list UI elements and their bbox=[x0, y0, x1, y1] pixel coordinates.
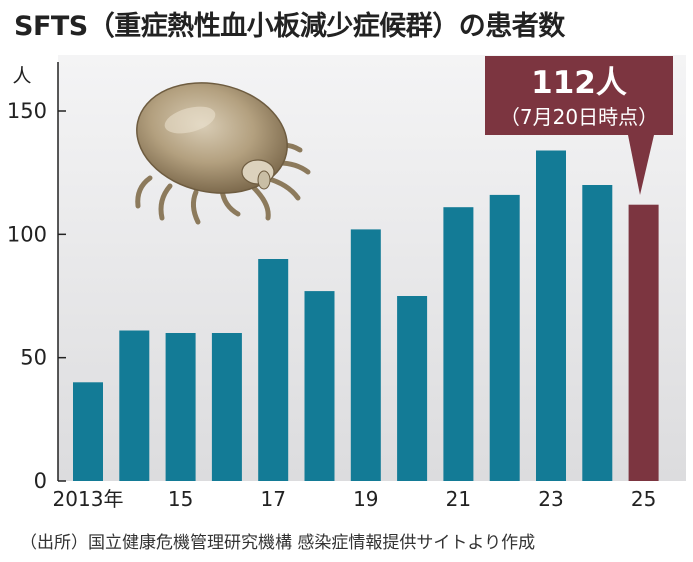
latest-value-callout: 112人 （7月20日時点） bbox=[485, 56, 673, 195]
x-tick-label: 25 bbox=[631, 487, 656, 511]
callout-note: （7月20日時点） bbox=[500, 105, 658, 129]
y-tick-label: 100 bbox=[7, 222, 47, 246]
chart-title: SFTS（重症熱性血小板減少症候群）の患者数 bbox=[14, 11, 565, 42]
x-tick-label: 2013年 bbox=[53, 487, 124, 511]
bar-2015 bbox=[165, 333, 196, 481]
bar-2021 bbox=[443, 207, 474, 481]
bar-2014 bbox=[119, 330, 150, 481]
bar-2022 bbox=[489, 194, 520, 481]
bar-2016 bbox=[211, 333, 242, 481]
y-axis-unit: 人 bbox=[12, 65, 31, 87]
x-tick-label: 15 bbox=[168, 487, 193, 511]
bar-2023 bbox=[536, 150, 566, 481]
source-note: （出所）国立健康危機管理研究機構 感染症情報提供サイトより作成 bbox=[20, 533, 536, 553]
x-tick-label: 19 bbox=[353, 487, 378, 511]
y-tick-label: 50 bbox=[20, 346, 47, 370]
x-tick-label: 23 bbox=[538, 487, 563, 511]
bar-2019 bbox=[350, 229, 381, 481]
bar-2017 bbox=[258, 259, 289, 481]
y-tick-label: 150 bbox=[7, 99, 47, 123]
bar-2020 bbox=[397, 296, 428, 481]
bar-2025 bbox=[628, 204, 659, 481]
x-tick-label: 21 bbox=[446, 487, 471, 511]
bar-2024 bbox=[582, 185, 613, 481]
x-tick-label: 17 bbox=[260, 487, 285, 511]
tick-icon bbox=[135, 82, 311, 225]
callout-value: 112人 bbox=[531, 65, 627, 101]
bar-2013 bbox=[73, 382, 103, 481]
y-tick-label: 0 bbox=[34, 469, 47, 493]
bar-2018 bbox=[304, 291, 335, 481]
